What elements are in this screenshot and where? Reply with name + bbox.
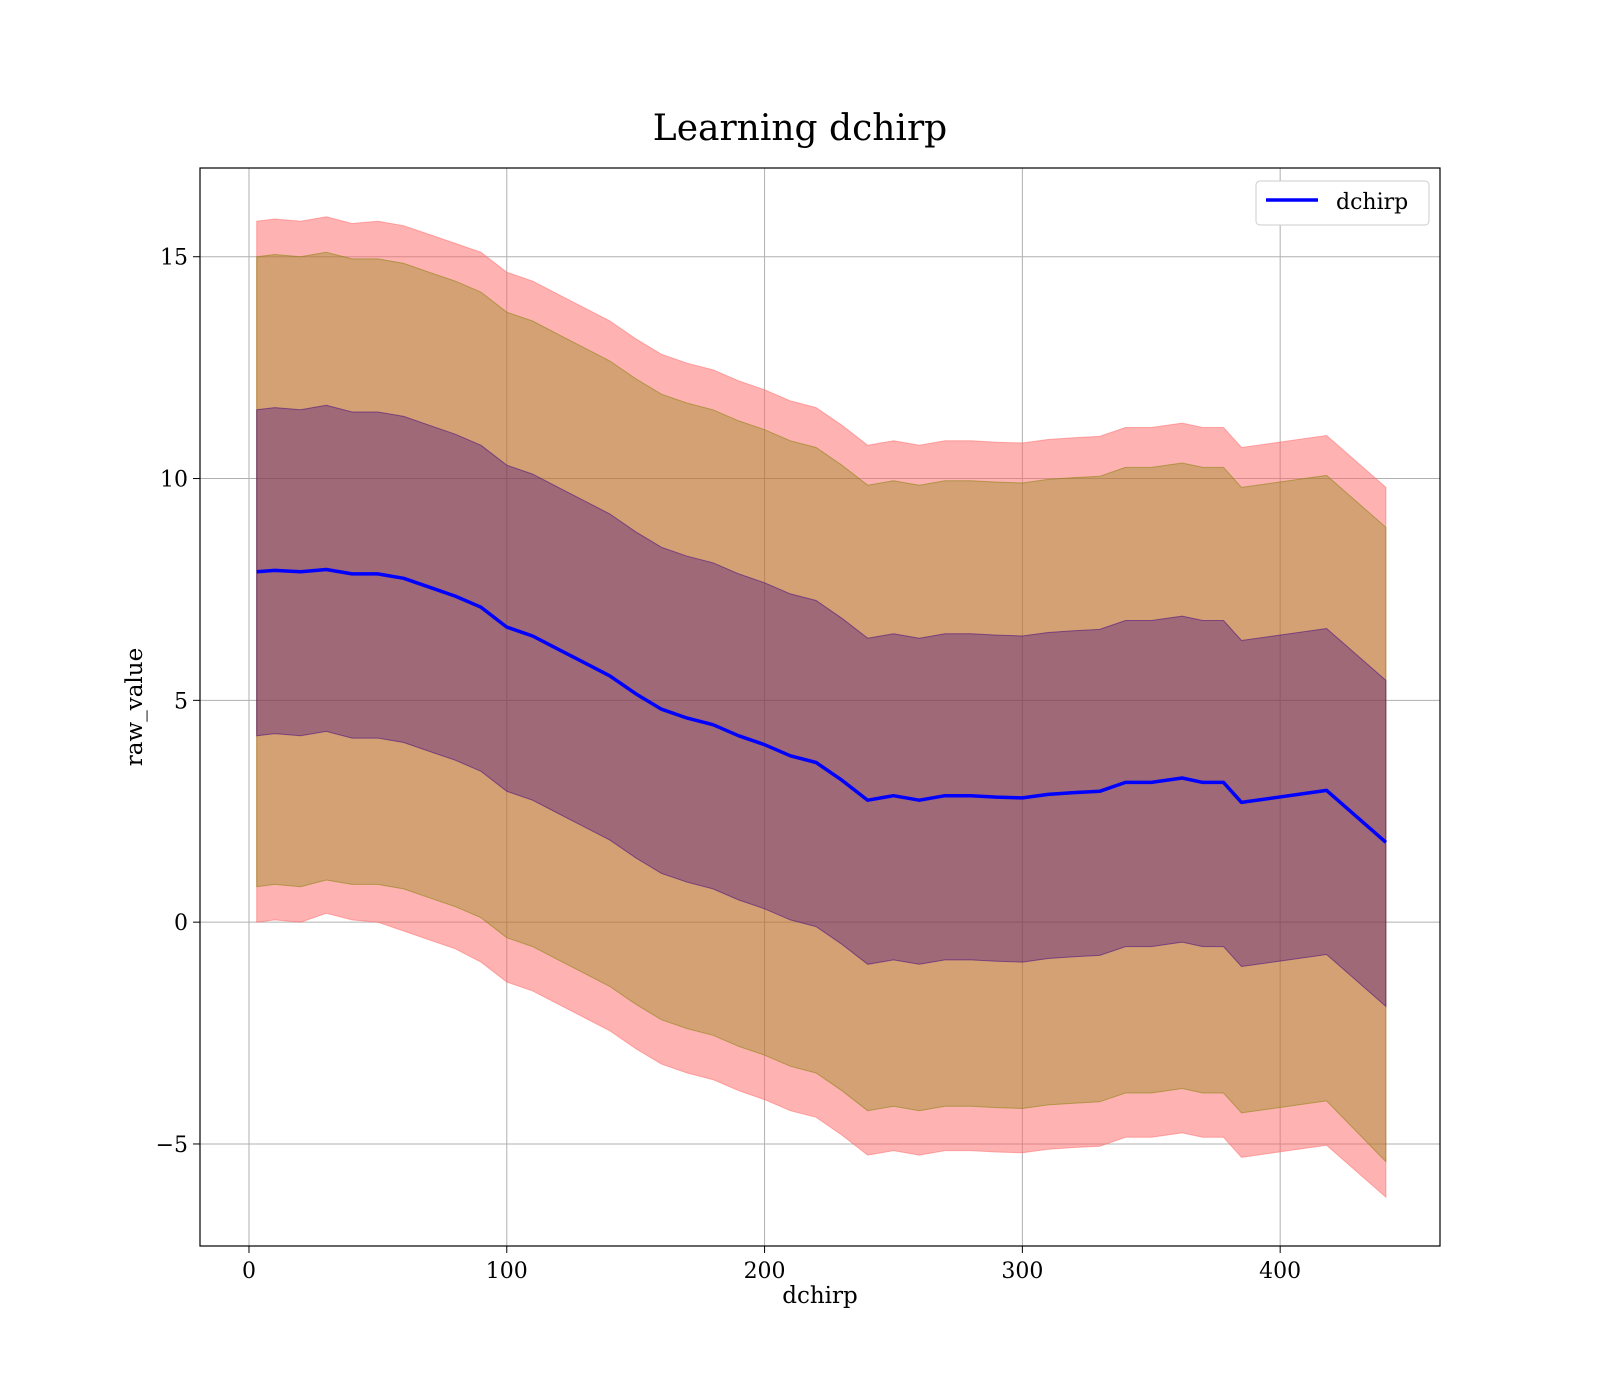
y-tick-label: 10 (160, 468, 188, 493)
band-1 (256, 251, 1387, 1163)
y-tick-label: 15 (160, 246, 188, 271)
y-tick-label: −5 (156, 1133, 188, 1158)
x-tick-label: 0 (242, 1259, 256, 1284)
series-lines (256, 567, 1388, 844)
axis-ticks: 0 100 200 300 400 −5 0 5 10 15 (156, 246, 1302, 1284)
y-tick-label: 0 (174, 911, 188, 936)
legend-label-dchirp: dchirp (1336, 190, 1408, 215)
y-axis-label: raw_value (122, 648, 148, 766)
chart-title: Learning dchirp (653, 108, 947, 149)
x-tick-label: 400 (1259, 1259, 1301, 1284)
x-tick-label: 100 (486, 1259, 528, 1284)
x-tick-label: 300 (1001, 1259, 1043, 1284)
y-tick-label: 5 (174, 689, 188, 714)
legend-box (1255, 180, 1430, 226)
x-axis-label: dchirp (782, 1283, 858, 1309)
series-line-dchirp (256, 567, 1388, 844)
plot-frame (199, 167, 1441, 1247)
confidence-bands (256, 216, 1387, 1199)
x-tick-label: 200 (744, 1259, 786, 1284)
legend: dchirp (1255, 180, 1430, 226)
band-2 (256, 404, 1387, 1008)
band-0 (256, 216, 1387, 1199)
